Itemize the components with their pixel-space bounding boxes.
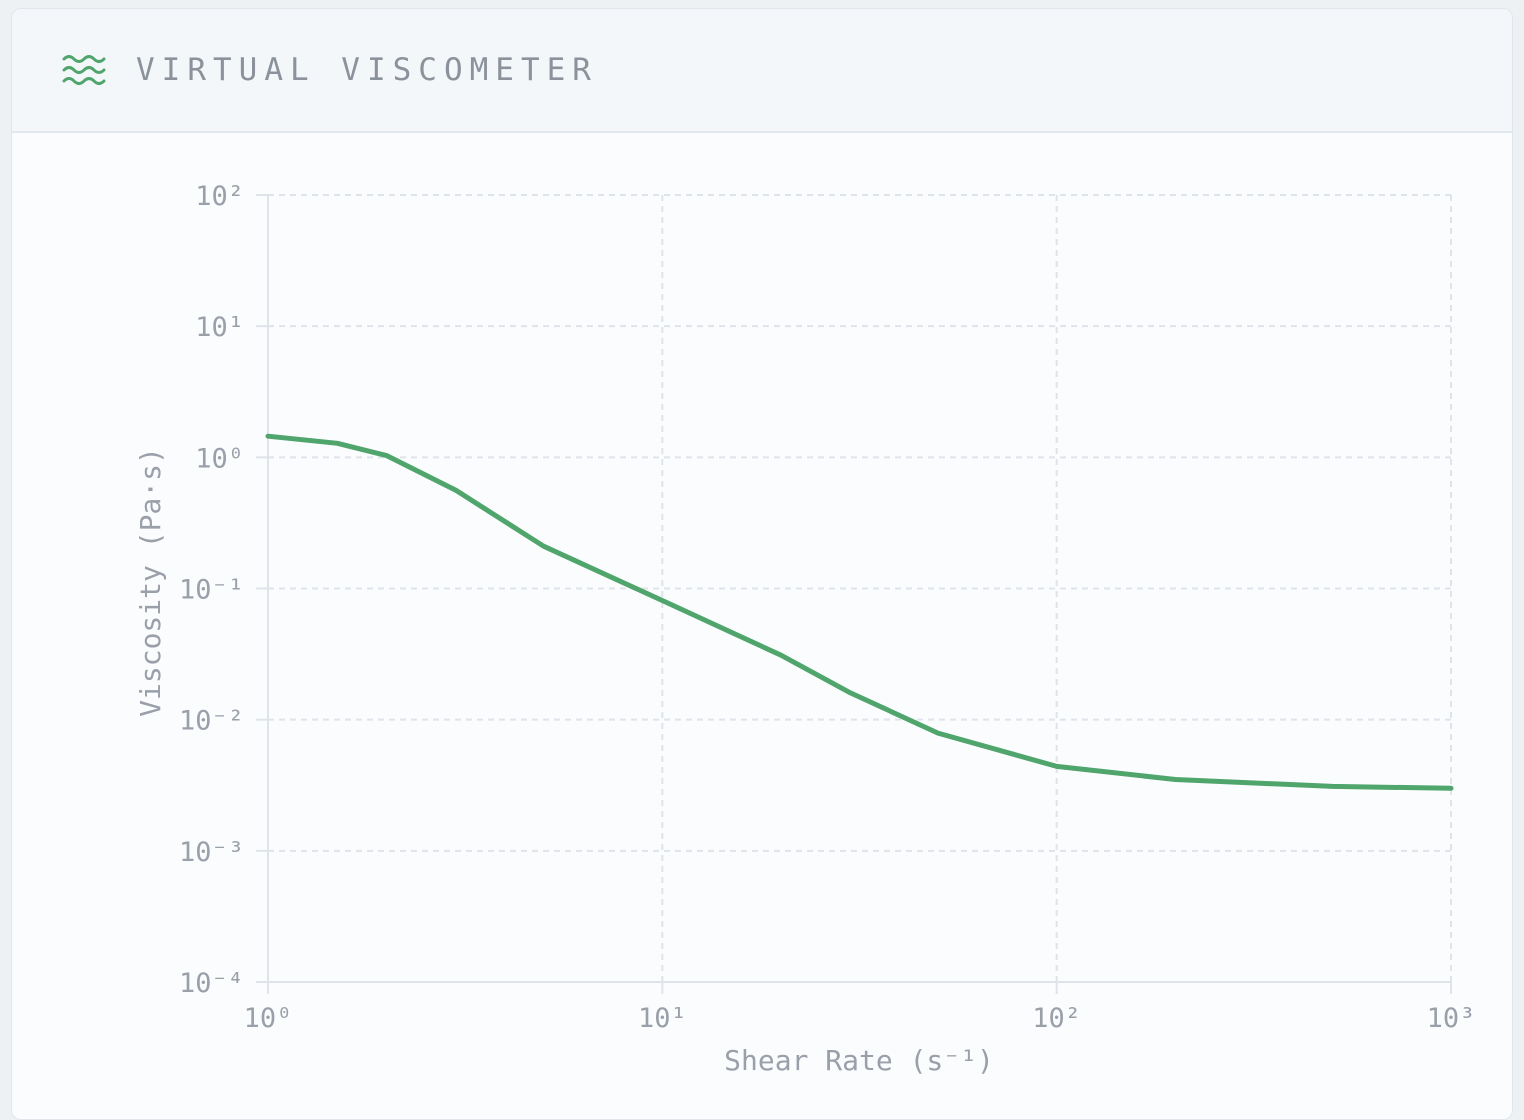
wave-icon bbox=[62, 55, 106, 85]
y-tick-label: 10⁻¹ bbox=[179, 575, 244, 606]
y-tick-label: 10¹ bbox=[195, 312, 244, 343]
y-tick-label: 10⁰ bbox=[195, 443, 244, 474]
x-tick-label: 10¹ bbox=[638, 1003, 687, 1034]
card: VIRTUAL VISCOMETER bbox=[11, 8, 1513, 1120]
data-line bbox=[265, 433, 1454, 791]
card-header: VIRTUAL VISCOMETER bbox=[12, 9, 1512, 133]
y-tick-label: 10⁻⁴ bbox=[179, 968, 244, 999]
y-tick-label: 10⁻³ bbox=[179, 837, 244, 868]
y-tick-label: 10⁻² bbox=[179, 706, 244, 737]
y-tick-label: 10² bbox=[195, 181, 244, 212]
x-tick-label: 10⁰ bbox=[244, 1003, 293, 1034]
y-axis-label: Viscosity (Pa·s) bbox=[134, 447, 167, 717]
x-axis-label: Shear Rate (s⁻¹) bbox=[724, 1044, 994, 1077]
x-tick-label: 10³ bbox=[1427, 1003, 1476, 1034]
x-tick-label: 10² bbox=[1032, 1003, 1081, 1034]
card-title: VIRTUAL VISCOMETER bbox=[136, 52, 598, 88]
